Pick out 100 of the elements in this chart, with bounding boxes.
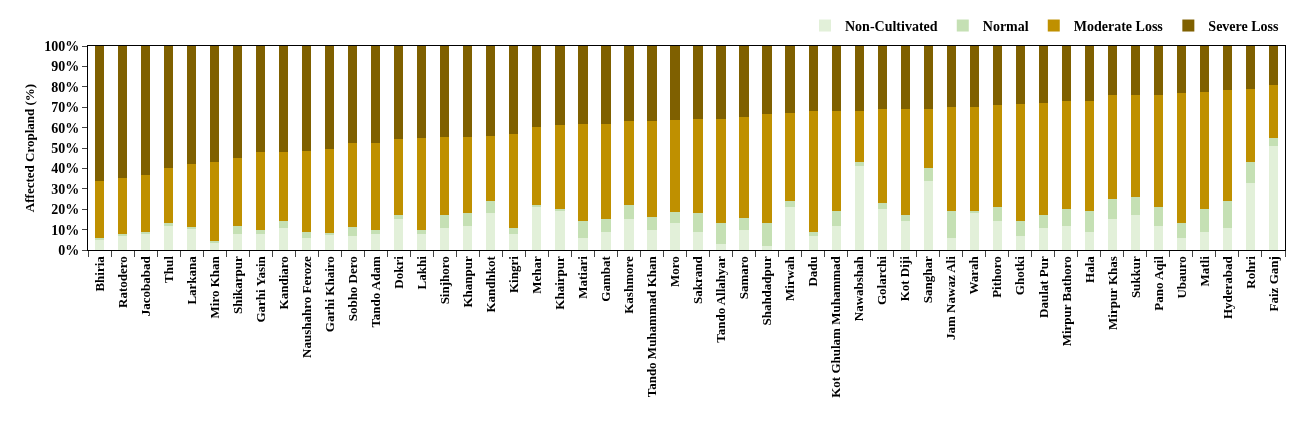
bar: [186, 164, 197, 227]
bar: [440, 227, 450, 250]
bar: [1176, 223, 1187, 238]
bar: [1153, 225, 1163, 250]
x-tick-label: Sanghar: [920, 255, 936, 304]
bar: [670, 120, 680, 213]
y-tick-label: 90%: [51, 59, 80, 75]
bar: [94, 180, 105, 238]
bar: [946, 237, 956, 250]
bar: [94, 239, 105, 250]
bar: [1061, 101, 1071, 210]
bar: [140, 233, 151, 250]
bar: [1107, 199, 1117, 220]
bar: [555, 46, 565, 125]
bar: [1268, 145, 1279, 250]
bar: [302, 237, 312, 250]
bar: [256, 152, 266, 230]
x-tick-label: Kandiaro: [275, 256, 291, 310]
bar: [693, 46, 703, 120]
bar: [163, 225, 174, 250]
x-tick-label: Tando Allahyar: [713, 255, 729, 343]
bar: [371, 46, 381, 143]
bar: [348, 142, 358, 227]
bar: [394, 46, 404, 139]
x-tick-label: Kot Ghulam Muhammad: [828, 255, 844, 398]
bar: [1084, 211, 1094, 232]
bar: [831, 225, 841, 250]
bar: [992, 105, 1002, 208]
x-tick-label: Kashmore: [621, 255, 637, 314]
bar: [140, 231, 151, 234]
x-tick-label: Ratodero: [114, 256, 130, 308]
bar: [463, 213, 473, 226]
bar: [831, 46, 841, 112]
bar: [486, 135, 496, 202]
bar: [785, 207, 795, 250]
x-tick-label: Moro: [667, 256, 683, 288]
x-tick-label: Naushahro Feroze: [298, 255, 314, 358]
bar: [1245, 162, 1256, 183]
x-tick-label: Garhi Khairo: [321, 256, 337, 333]
bar: [394, 219, 404, 250]
bar: [693, 213, 703, 232]
bar: [578, 221, 588, 238]
bar: [348, 46, 358, 143]
bar: [877, 203, 887, 210]
bar: [279, 152, 289, 222]
bar: [1015, 104, 1025, 222]
bar: [417, 233, 427, 250]
x-tick-label: Pano Aqil: [1150, 255, 1166, 311]
bar: [140, 174, 151, 232]
bar: [739, 218, 749, 230]
x-tick-label: Golarchi: [874, 255, 890, 306]
bar: [233, 158, 243, 226]
bar: [1084, 101, 1094, 212]
legend-label: Non-Cultivated: [845, 18, 938, 34]
bar: [900, 221, 910, 250]
bar: [117, 177, 128, 234]
bar: [1176, 46, 1187, 93]
bar: [210, 46, 220, 163]
bar: [969, 107, 979, 212]
bar: [256, 233, 266, 250]
bar: [716, 119, 726, 224]
x-tick-label: Jacobabad: [137, 255, 153, 317]
bar: [1107, 219, 1117, 250]
x-tick-label: Faiz Ganj: [1265, 256, 1281, 312]
bar: [900, 109, 910, 216]
bar: [1245, 46, 1256, 89]
bar: [578, 46, 588, 124]
bar: [233, 46, 243, 159]
bar: [946, 107, 956, 212]
bar: [900, 46, 910, 110]
x-tick-label: Sobho Dero: [344, 256, 360, 322]
bar: [1038, 46, 1048, 104]
bar: [647, 121, 657, 218]
bar: [371, 142, 381, 230]
x-tick-label: Kot Diji: [897, 255, 913, 302]
bar: [1130, 94, 1140, 197]
bar: [647, 217, 657, 230]
bar: [923, 109, 933, 169]
x-tick-label: Tando Adam: [367, 256, 383, 328]
bar: [325, 149, 335, 233]
legend-label: Severe Loss: [1208, 18, 1280, 34]
bar: [371, 229, 381, 234]
bar: [532, 46, 542, 127]
bar: [1245, 88, 1256, 163]
x-tick-label: Shahdadpur: [759, 255, 775, 326]
x-tick-label: Tando Muhammad Khan: [644, 255, 660, 398]
bar: [210, 162, 220, 241]
x-tick-label: Ubauro: [1173, 256, 1189, 299]
bar: [532, 126, 542, 206]
bar: [693, 231, 703, 250]
bar: [1268, 84, 1279, 138]
x-tick-label: Sukkur: [1127, 255, 1143, 299]
y-tick-label: 10%: [51, 222, 80, 238]
x-tick-label: Khairpur: [552, 255, 568, 310]
bar: [1015, 235, 1025, 250]
bar: [256, 229, 266, 234]
bar: [555, 124, 565, 210]
bar: [785, 113, 795, 202]
bar: [992, 207, 1002, 222]
x-tick-label: Bhiria: [91, 255, 107, 292]
